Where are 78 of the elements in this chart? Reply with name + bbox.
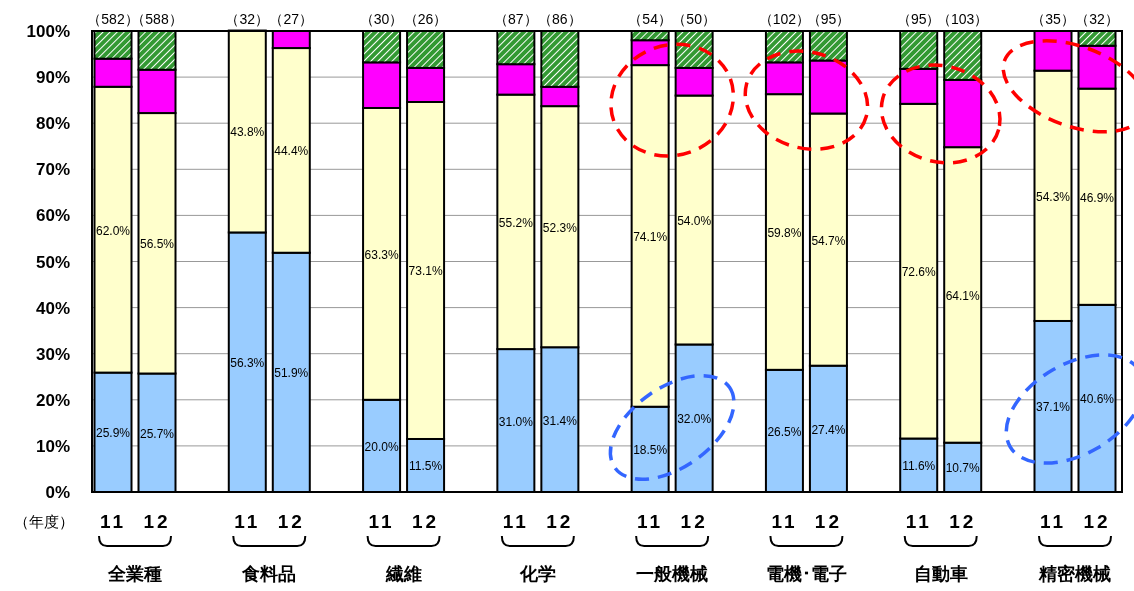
x-tick-label: 12: [680, 511, 708, 532]
x-tick-label: 12: [277, 511, 305, 532]
text: （50）: [672, 11, 716, 27]
y-tick-label: 80%: [35, 114, 70, 134]
x-tick-label: 12: [949, 511, 977, 532]
data-label: 25.9%: [95, 426, 131, 441]
data-label: 74.1%: [633, 229, 668, 244]
y-tick-label: 60%: [35, 206, 70, 226]
x-tick-label: 11: [905, 511, 932, 532]
x-tick-label: 12: [412, 511, 440, 532]
data-label: 52.3%: [542, 220, 578, 235]
y-tick-label: 40%: [35, 298, 70, 318]
data-label: 43.8%: [230, 125, 265, 140]
x-tick-label: 12: [143, 511, 171, 532]
y-tick-label: 30%: [35, 344, 70, 364]
data-label: 27.4%: [811, 422, 846, 437]
text: （54）: [628, 11, 672, 27]
data-label: 56.5%: [139, 237, 175, 252]
x-tick-label: 11: [637, 511, 664, 532]
text: 化学: [518, 564, 556, 584]
text: 食料品: [241, 564, 297, 584]
y-tick-label: 10%: [35, 436, 70, 456]
data-label: 59.8%: [767, 226, 802, 240]
data-label: 32.0%: [677, 412, 712, 427]
x-tick-label: 11: [771, 511, 798, 532]
data-label: 72.6%: [901, 265, 937, 280]
data-label: 51.9%: [274, 366, 309, 381]
x-tick-label: 11: [99, 511, 127, 532]
text: 繊維: [384, 564, 422, 584]
data-label: 40.6%: [1079, 392, 1115, 407]
text: （35）: [1031, 11, 1075, 27]
x-tick-label: 11: [368, 511, 395, 532]
x-tick-label: 11: [234, 511, 261, 532]
data-label: 46.9%: [1079, 190, 1115, 205]
x-tick-label: 11: [1039, 511, 1067, 532]
data-label: 31.4%: [542, 413, 578, 428]
data-label: 10.7%: [945, 461, 981, 476]
text: （86）: [538, 11, 582, 27]
y-tick-label: 50%: [35, 252, 70, 272]
data-label: 31.0%: [498, 414, 534, 429]
data-label: 11.5%: [409, 459, 443, 474]
x-tick-label: 12: [1083, 511, 1111, 532]
data-label: 64.1%: [945, 288, 981, 303]
data-label: 20.0%: [364, 439, 399, 454]
x-tick-label: 11: [502, 511, 529, 532]
data-label: 25.7%: [139, 426, 175, 441]
y-tick-label: 20%: [35, 390, 70, 410]
x-tick-label: 12: [546, 511, 574, 532]
text: 電機･電子: [765, 564, 847, 584]
text: 自動車: [913, 564, 968, 584]
text: 全業種: [107, 564, 162, 584]
y-tick-label: 90%: [35, 68, 70, 88]
data-label: 56.3%: [230, 356, 265, 371]
data-label: 26.5%: [767, 424, 802, 439]
y-tick-label: 0%: [45, 483, 70, 502]
y-tick-label: 100%: [26, 22, 70, 41]
text: （32）: [225, 11, 270, 27]
data-label: 37.1%: [1035, 400, 1071, 415]
text: 精密機械: [1038, 564, 1111, 584]
text: （32）: [1075, 11, 1119, 27]
x-tick-label: 12: [814, 511, 842, 532]
data-label: 63.3%: [364, 247, 399, 262]
text: （27）: [269, 11, 314, 27]
text: （30）: [359, 11, 404, 27]
x-axis-title: （年度）: [14, 513, 74, 530]
data-label: 18.5%: [633, 443, 668, 458]
data-label: 54.7%: [811, 233, 846, 248]
data-label: 55.2%: [498, 215, 534, 230]
text: 一般機械: [636, 564, 709, 584]
y-tick-label: 70%: [35, 160, 70, 180]
data-label: 44.4%: [274, 144, 309, 159]
data-label: 62.0%: [95, 223, 131, 238]
data-label: 54.0%: [677, 214, 712, 229]
text: （26）: [403, 11, 448, 27]
data-label: 11.6%: [902, 459, 936, 474]
data-label: 54.3%: [1035, 189, 1071, 204]
text: （87）: [494, 11, 538, 27]
data-label: 73.1%: [408, 264, 443, 279]
